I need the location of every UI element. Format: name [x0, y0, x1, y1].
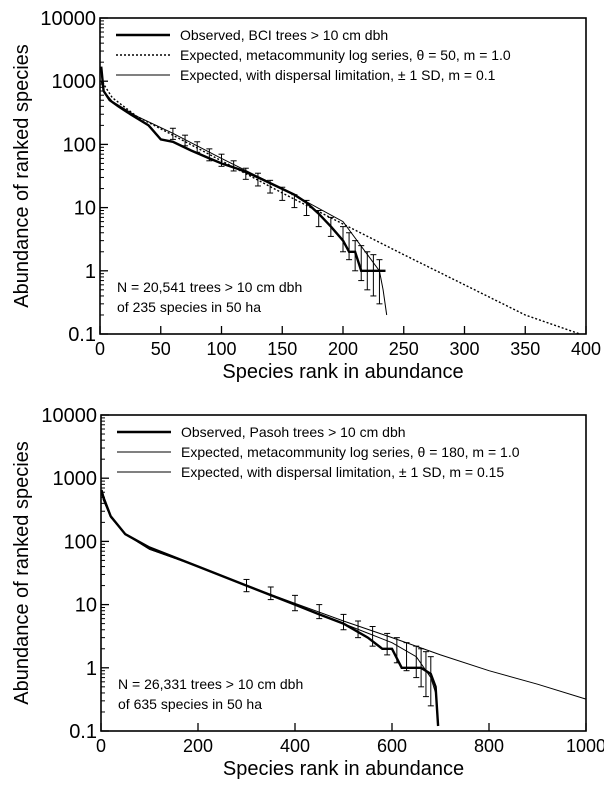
- y-tick-label: 1000: [53, 468, 98, 490]
- y-axis-label: Abundance of ranked species: [11, 441, 33, 705]
- y-tick-label: 10000: [41, 405, 97, 427]
- x-tick-label: 0: [95, 339, 105, 359]
- x-tick-label: 400: [571, 339, 601, 359]
- x-tick-label: 300: [449, 339, 479, 359]
- y-tick-label: 10: [74, 198, 96, 220]
- legend-label: Expected, metacommunity log series, θ = …: [180, 47, 511, 63]
- legend-label: Observed, BCI trees > 10 cm dbh: [180, 27, 388, 43]
- x-tick-label: 1000: [566, 736, 604, 756]
- y-tick-label: 0.1: [69, 721, 97, 743]
- legend-label: Expected, with dispersal limitation, ± 1…: [180, 67, 496, 83]
- legend-label: Expected, metacommunity log series, θ = …: [181, 444, 520, 460]
- x-tick-label: 200: [328, 339, 358, 359]
- y-tick-label: 1000: [52, 71, 97, 93]
- series-line-2: [100, 69, 581, 335]
- x-tick-label: 600: [377, 736, 407, 756]
- annotation-text: N = 20,541 trees > 10 cm dbh: [117, 279, 302, 295]
- y-tick-label: 0.1: [68, 324, 96, 346]
- x-tick-label: 400: [280, 736, 310, 756]
- annotation-text: N = 26,331 trees > 10 cm dbh: [118, 676, 303, 692]
- legend-label: Observed, Pasoh trees > 10 cm dbh: [181, 424, 406, 440]
- y-tick-label: 10: [75, 595, 97, 617]
- x-axis-label: Species rank in abundance: [223, 758, 464, 780]
- chart-1: 10000 1000 100 10 1 0.10 50 100 150 200 250 300 350 4…: [11, 8, 601, 383]
- x-tick-label: 800: [474, 736, 504, 756]
- x-tick-label: 250: [389, 339, 419, 359]
- legend-label: Expected, with dispersal limitation, ± 1…: [181, 464, 504, 480]
- series-line-2: [101, 492, 587, 700]
- series-line-1: [100, 66, 386, 272]
- y-tick-label: 10000: [40, 8, 96, 30]
- plot-frame: [100, 414, 587, 732]
- x-tick-label: 200: [183, 736, 213, 756]
- x-axis-label: Species rank in abundance: [222, 361, 463, 383]
- annotation-text: of 235 species in 50 ha: [117, 299, 261, 315]
- y-tick-label: 1: [86, 658, 97, 680]
- x-tick-label: 150: [267, 339, 297, 359]
- y-tick-label: 100: [63, 134, 96, 156]
- x-tick-label: 350: [510, 339, 540, 359]
- y-axis-label: Abundance of ranked species: [11, 44, 33, 308]
- x-tick-label: 0: [96, 736, 106, 756]
- y-tick-label: 1: [85, 261, 96, 283]
- x-tick-label: 50: [151, 339, 171, 359]
- x-tick-label: 100: [206, 339, 236, 359]
- annotation-text: of 635 species in 50 ha: [118, 696, 262, 712]
- chart-2: 10000 1000 100 10 1 0.10 200 400 600 800 1000 Speci…: [11, 405, 604, 780]
- y-tick-label: 100: [64, 531, 97, 553]
